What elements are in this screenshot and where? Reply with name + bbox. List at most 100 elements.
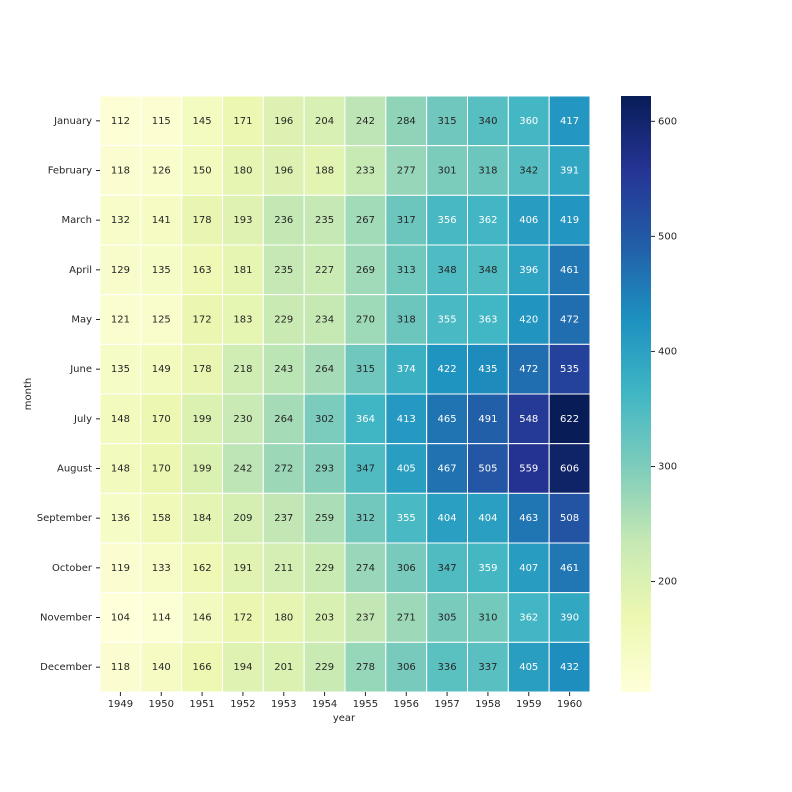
cell-value-label: 269: [356, 265, 375, 276]
heatmap-cell: [99, 95, 142, 147]
heatmap-cell: [99, 343, 142, 395]
heatmap-cell: [548, 244, 591, 296]
x-axis-label: year: [333, 713, 356, 724]
heatmap-cell: [385, 145, 428, 196]
cell-value-label: 196: [274, 166, 293, 177]
heatmap-cell: [548, 194, 591, 246]
y-tick-label: September: [37, 513, 93, 524]
cell-value-label: 293: [315, 464, 334, 475]
cell-value-label: 235: [274, 265, 293, 276]
heatmap-cell: [507, 244, 550, 296]
cell-value-label: 305: [438, 613, 457, 624]
cell-value-label: 272: [274, 464, 293, 475]
heatmap-cell: [181, 294, 224, 345]
cell-value-label: 112: [111, 116, 130, 127]
cell-value-label: 491: [478, 414, 497, 425]
cell-value-label: 362: [519, 613, 538, 624]
cell-value-label: 315: [356, 364, 375, 375]
cell-value-label: 140: [152, 662, 171, 673]
cell-value-label: 199: [193, 414, 212, 425]
heatmap-cell: [385, 95, 428, 147]
cell-value-label: 356: [438, 215, 457, 226]
heatmap-cell: [140, 95, 183, 147]
cell-value-label: 461: [560, 265, 579, 276]
y-axis-label: month: [23, 378, 34, 410]
cell-value-label: 413: [397, 414, 416, 425]
y-tick-label: June: [69, 364, 92, 375]
cell-value-label: 133: [152, 563, 171, 574]
heatmap-cell: [344, 443, 387, 494]
heatmap-cell: [222, 145, 264, 196]
x-tick-label: 1949: [108, 699, 133, 710]
cell-value-label: 271: [397, 613, 416, 624]
heatmap-cell: [222, 393, 264, 445]
heatmap-cell: [222, 592, 264, 643]
heatmap-cell: [507, 492, 550, 544]
cell-value-label: 104: [111, 613, 130, 624]
x-tick-label: 1959: [516, 699, 541, 710]
heatmap-cell: [99, 443, 142, 494]
cell-value-label: 306: [397, 563, 416, 574]
heatmap-cell: [303, 641, 346, 693]
heatmap-cell: [140, 592, 183, 643]
heatmap-cell: [548, 492, 591, 544]
heatmap-cell: [262, 294, 305, 345]
y-tick-label: October: [52, 563, 93, 574]
colorbar-tick-label: 400: [658, 346, 677, 357]
heatmap-cell: [426, 343, 468, 395]
cell-value-label: 336: [438, 662, 457, 673]
cell-value-label: 313: [397, 265, 416, 276]
cell-value-label: 119: [111, 563, 130, 574]
heatmap-cell: [262, 443, 305, 494]
heatmap-cell: [385, 294, 428, 345]
cell-value-label: 170: [152, 414, 171, 425]
cell-value-label: 422: [438, 364, 457, 375]
heatmap-cell: [222, 244, 264, 296]
cell-value-label: 360: [519, 116, 538, 127]
heatmap-cell: [303, 343, 346, 395]
x-tick-label: 1955: [353, 699, 378, 710]
cell-value-label: 211: [274, 563, 293, 574]
cell-value-label: 362: [478, 215, 497, 226]
heatmap-cell: [181, 592, 224, 643]
cell-value-label: 404: [478, 513, 497, 524]
cell-value-label: 203: [315, 613, 334, 624]
x-tick-label: 1950: [149, 699, 174, 710]
cell-value-label: 180: [274, 613, 293, 624]
cell-value-label: 390: [560, 613, 579, 624]
x-tick-label: 1956: [394, 699, 419, 710]
cell-value-label: 348: [438, 265, 457, 276]
cell-value-label: 472: [519, 364, 538, 375]
heatmap-cell: [99, 294, 142, 345]
cell-value-label: 465: [438, 414, 457, 425]
heatmap-cell: [140, 641, 183, 693]
heatmap-cell: [385, 592, 428, 643]
cell-value-label: 622: [560, 414, 579, 425]
cell-value-label: 136: [111, 513, 130, 524]
cell-value-label: 508: [560, 513, 579, 524]
cell-value-label: 306: [397, 662, 416, 673]
cell-value-label: 229: [274, 315, 293, 326]
y-tick-label: August: [57, 464, 92, 475]
heatmap-cell: [548, 542, 591, 594]
cell-value-label: 301: [438, 166, 457, 177]
heatmap-cell: [467, 343, 509, 395]
heatmap-cell: [507, 393, 550, 445]
cell-value-label: 267: [356, 215, 375, 226]
cell-value-label: 233: [356, 166, 375, 177]
heatmap-cell: [426, 393, 468, 445]
heatmap-cell: [344, 641, 387, 693]
heatmap-cell: [344, 145, 387, 196]
heatmap-cell: [303, 95, 346, 147]
heatmap-cell: [99, 592, 142, 643]
cell-value-label: 180: [233, 166, 252, 177]
cell-value-label: 312: [356, 513, 375, 524]
cell-value-label: 172: [233, 613, 252, 624]
heatmap-cell: [385, 343, 428, 395]
cell-value-label: 407: [519, 563, 538, 574]
heatmap-cell: [548, 641, 591, 693]
heatmap-cell: [262, 542, 305, 594]
heatmap-cell: [181, 443, 224, 494]
cell-value-label: 315: [438, 116, 457, 127]
